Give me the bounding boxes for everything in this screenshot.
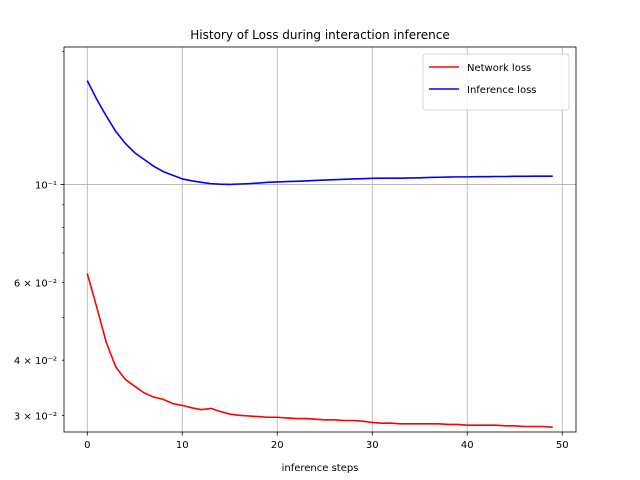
series-layer — [86, 80, 553, 428]
x-tick-label: 10 — [176, 440, 189, 451]
y-tick-label: 6 × 10⁻² — [14, 278, 57, 289]
x-tick-label: 50 — [556, 440, 569, 451]
y-tick-label: 3 × 10⁻² — [14, 411, 57, 422]
legend-box — [422, 53, 570, 111]
legend-label-network-loss: Network loss — [467, 63, 531, 74]
x-tick-label: 30 — [366, 440, 379, 451]
legend: Network loss Inference loss — [422, 53, 570, 111]
x-tick-label: 0 — [84, 440, 90, 451]
legend-label-inference-loss: Inference loss — [467, 85, 537, 96]
y-tick-label: 10⁻¹ — [35, 181, 57, 192]
inference-loss-line — [86, 80, 553, 186]
chart-title: History of Loss during interaction infer… — [190, 28, 449, 42]
grid — [64, 47, 576, 432]
x-tick-label: 40 — [461, 440, 474, 451]
x-axis-label: inference steps — [282, 463, 359, 474]
plot-frame — [63, 46, 577, 433]
x-tick-label: 20 — [271, 440, 284, 451]
x-axis-ticks: 0 10 20 30 40 50 — [84, 432, 569, 451]
y-axis-ticks: 3 × 10⁻² 4 × 10⁻² 6 × 10⁻² 10⁻¹ — [14, 51, 64, 422]
y-tick-label: 4 × 10⁻² — [14, 356, 57, 367]
network-loss-line — [86, 273, 553, 428]
